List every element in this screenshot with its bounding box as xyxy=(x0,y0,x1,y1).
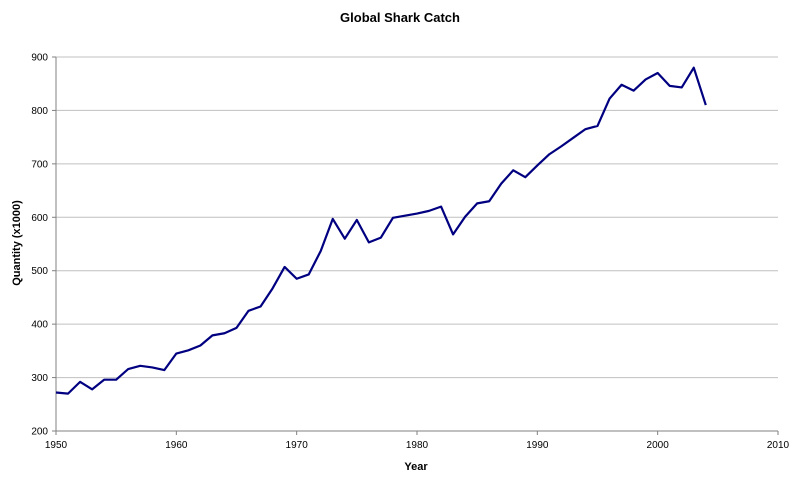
x-tick-label-1990: 1990 xyxy=(526,440,549,451)
x-axis-ticks: 1950 1960 1970 1980 1990 2000 2010 xyxy=(45,431,790,451)
y-tick-label-400: 400 xyxy=(31,320,48,331)
y-tick-label-900: 900 xyxy=(31,53,48,64)
y-tick-label-300: 300 xyxy=(31,373,48,384)
x-tick-label-2000: 2000 xyxy=(647,440,670,451)
x-tick-label-1960: 1960 xyxy=(165,440,188,451)
x-tick-label-1980: 1980 xyxy=(406,440,429,451)
y-tick-label-600: 600 xyxy=(31,213,48,224)
series-group xyxy=(55,66,707,395)
x-axis-label: Year xyxy=(404,461,428,473)
y-tick-label-500: 500 xyxy=(31,266,48,277)
y-tick-label-800: 800 xyxy=(31,106,48,117)
y-axis-ticks: 200 300 400 500 600 700 800 900 xyxy=(31,53,56,438)
x-tick-label-1970: 1970 xyxy=(286,440,309,451)
series-line-0 xyxy=(55,66,707,395)
x-tick-label-2010: 2010 xyxy=(767,440,790,451)
y-tick-label-200: 200 xyxy=(31,427,48,438)
axes xyxy=(55,57,778,432)
chart-title: Global Shark Catch xyxy=(340,10,460,25)
x-tick-label-1950: 1950 xyxy=(45,440,68,451)
y-axis-label: Quantity (x1000) xyxy=(11,200,23,286)
gridlines xyxy=(56,56,778,379)
y-tick-label-700: 700 xyxy=(31,159,48,170)
